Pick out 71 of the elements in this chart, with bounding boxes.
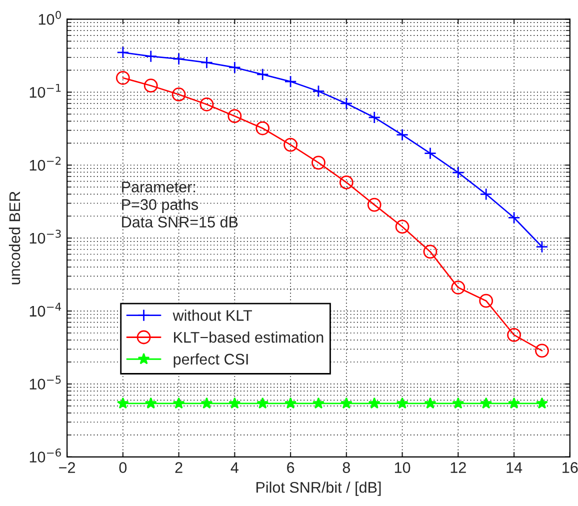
point — [536, 240, 548, 254]
point — [228, 109, 242, 124]
point — [116, 397, 129, 409]
point — [535, 344, 549, 358]
y-tick-label: 10$^{−4}$ — [30, 302, 62, 317]
x-tick-label: 16 — [562, 462, 578, 473]
point — [116, 46, 130, 59]
legend-label: KLT−based estimation — [174, 332, 324, 343]
point — [312, 156, 326, 170]
point — [396, 128, 409, 142]
point — [480, 397, 492, 409]
point — [144, 397, 157, 409]
point — [424, 397, 436, 409]
point — [452, 166, 464, 179]
point — [256, 68, 269, 81]
point — [284, 75, 297, 88]
point — [423, 244, 438, 259]
point — [312, 397, 324, 409]
y-axis-title: uncoded BER — [8, 192, 20, 284]
point — [508, 211, 520, 224]
point — [536, 397, 548, 409]
point — [339, 175, 354, 190]
y-tick-label: 10$^{−2}$ — [30, 156, 61, 171]
point — [452, 397, 464, 409]
point — [395, 220, 410, 234]
point — [228, 397, 241, 409]
x-tick-label: −2 — [59, 462, 75, 473]
point — [340, 97, 353, 110]
point — [116, 70, 130, 85]
point — [284, 138, 298, 152]
x-tick-label: 0 — [119, 462, 127, 473]
y-tick-label: 10$^{−5}$ — [30, 376, 61, 390]
point — [144, 50, 158, 63]
point — [200, 397, 213, 409]
point — [396, 397, 408, 409]
point — [256, 121, 270, 136]
x-tick-label: 14 — [506, 462, 522, 473]
y-tick-label: 10$^{−1}$ — [30, 84, 61, 98]
legend-label: without KLT — [172, 310, 252, 321]
x-tick-label: 2 — [175, 462, 182, 473]
x-axis-title: Pilot SNR/bit / [dB] — [256, 482, 381, 496]
point — [172, 52, 186, 66]
point — [507, 328, 521, 342]
y-tick-label: 10$^{0}$ — [38, 10, 61, 25]
point — [200, 56, 213, 69]
point — [172, 88, 186, 102]
annotation: Parameter: P=30 paths Data SNR=15 dB — [122, 182, 238, 228]
x-tick-label: 8 — [342, 462, 350, 473]
point — [424, 147, 436, 160]
point — [340, 397, 352, 409]
x-tick-label: 12 — [450, 462, 466, 473]
x-tick-label: 10 — [394, 462, 410, 473]
x-tick-label: 6 — [287, 462, 294, 473]
point — [508, 397, 520, 409]
point — [228, 61, 241, 74]
point — [144, 78, 158, 93]
legend-label: perfect CSI — [174, 353, 248, 368]
point — [479, 294, 494, 308]
y-tick-label: 10$^{−6}$ — [30, 448, 61, 462]
point — [284, 397, 297, 409]
point — [312, 84, 325, 98]
point — [480, 188, 492, 200]
point — [368, 397, 380, 409]
x-tick-label: 4 — [230, 462, 238, 473]
point — [256, 397, 269, 409]
y-tick-label: 10$^{−3}$ — [30, 230, 61, 244]
point — [367, 198, 382, 212]
point — [368, 111, 381, 124]
point — [172, 397, 185, 409]
point — [451, 280, 466, 294]
point — [200, 97, 214, 112]
